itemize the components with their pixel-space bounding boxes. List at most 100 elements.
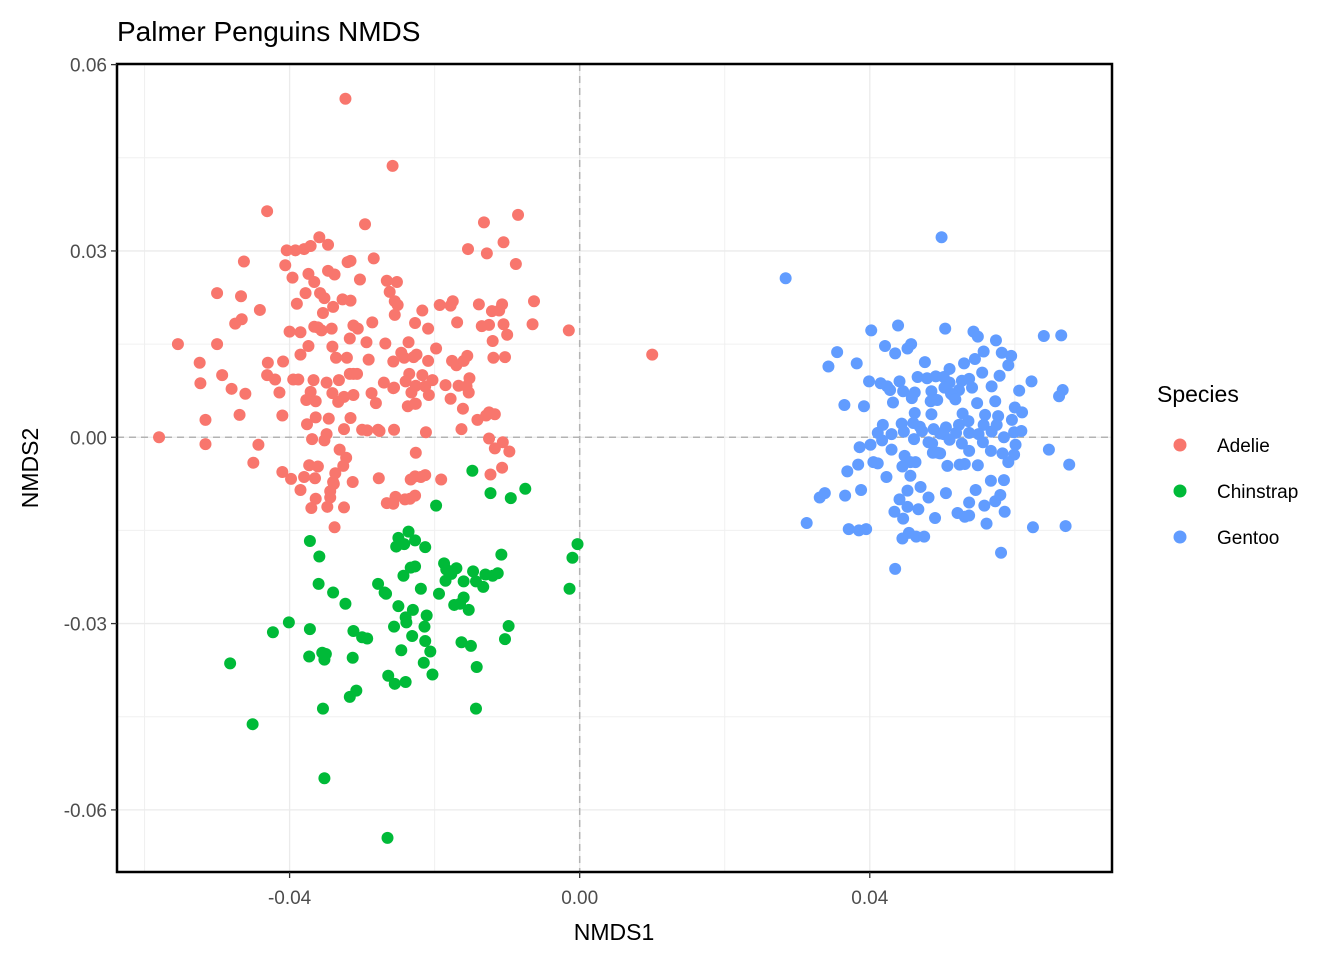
point-chinstrap [464,639,477,652]
point-gentoo [966,381,979,394]
point-chinstrap [504,492,517,505]
point-adelie [387,355,400,368]
point-adelie [344,254,357,267]
point-adelie [486,334,499,347]
point-gentoo [885,443,898,456]
point-gentoo [857,400,870,413]
point-adelie [419,426,432,439]
point-gentoo [901,484,914,497]
point-adelie [347,389,360,402]
point-chinstrap [419,634,432,647]
point-adelie [328,268,341,281]
point-chinstrap [388,677,401,690]
point-gentoo [925,385,938,398]
point-gentoo [880,471,893,484]
legend-key-adelie [1173,438,1187,452]
point-adelie [435,473,448,486]
point-adelie [488,442,501,455]
x-tick-label: -0.04 [268,888,312,909]
point-gentoo [943,433,956,446]
point-adelie [194,377,207,390]
point-adelie [153,431,166,444]
point-chinstrap [400,616,413,629]
point-gentoo [977,345,990,358]
point-chinstrap [303,623,316,636]
point-chinstrap [470,661,483,674]
point-chinstrap [486,569,499,582]
point-adelie [360,336,373,349]
point-adelie [253,303,266,316]
point-adelie [497,236,510,249]
point-chinstrap [571,538,584,551]
point-gentoo [889,562,902,575]
point-gentoo [908,433,921,446]
plot-panel-border [115,62,1114,874]
point-gentoo [1063,458,1076,471]
legend-key-gentoo [1173,530,1187,544]
point-adelie [361,424,374,437]
point-gentoo [914,480,927,493]
point-gentoo [863,375,876,388]
point-gentoo [995,346,1008,359]
point-gentoo [955,437,968,450]
y-tick-label: -0.06 [64,801,107,822]
point-gentoo [897,425,910,438]
point-adelie [283,325,296,338]
point-chinstrap [467,565,480,578]
point-adelie [326,340,339,353]
y-tick-label: 0.00 [70,428,107,449]
point-gentoo [958,457,971,470]
point-adelie [211,287,224,300]
point-adelie [325,322,338,335]
point-adelie [307,374,320,387]
point-adelie [337,501,350,514]
point-adelie [430,342,443,355]
point-adelie [344,412,357,425]
point-chinstrap [495,548,508,561]
point-adelie [247,456,260,469]
point-gentoo [996,447,1009,460]
point-gentoo [842,523,855,536]
y-axis-title: NMDS2 [17,428,43,509]
point-adelie [305,502,318,515]
point-chinstrap [361,632,374,645]
point-adelie [379,337,392,350]
point-adelie [171,338,184,351]
point-adelie [229,317,242,330]
point-gentoo [963,496,976,509]
point-adelie [451,316,464,329]
legend-title: Species [1157,381,1239,407]
point-gentoo [980,517,993,530]
point-chinstrap [224,657,237,670]
point-gentoo [926,437,939,450]
point-adelie [322,238,335,251]
point-adelie [387,382,400,395]
point-chinstrap [246,718,259,731]
point-adelie [390,275,403,288]
point-adelie [329,467,342,480]
point-adelie [484,468,497,481]
point-chinstrap [313,550,326,563]
point-gentoo [876,434,889,447]
point-chinstrap [343,690,356,703]
point-adelie [292,373,305,386]
point-gentoo [1055,329,1068,342]
point-gentoo [1002,359,1015,372]
point-gentoo [908,407,921,420]
point-gentoo [909,456,922,469]
point-adelie [321,500,334,513]
point-adelie [496,461,509,474]
point-adelie [239,387,252,400]
point-adelie [351,367,364,380]
point-gentoo [918,356,931,369]
point-adelie [233,408,246,421]
point-gentoo [839,489,852,502]
point-gentoo [925,408,938,421]
point-gentoo [984,474,997,487]
point-adelie [359,218,372,231]
point-adelie [225,382,238,395]
point-gentoo [997,431,1010,444]
point-gentoo [892,319,905,332]
point-adelie [403,492,416,505]
